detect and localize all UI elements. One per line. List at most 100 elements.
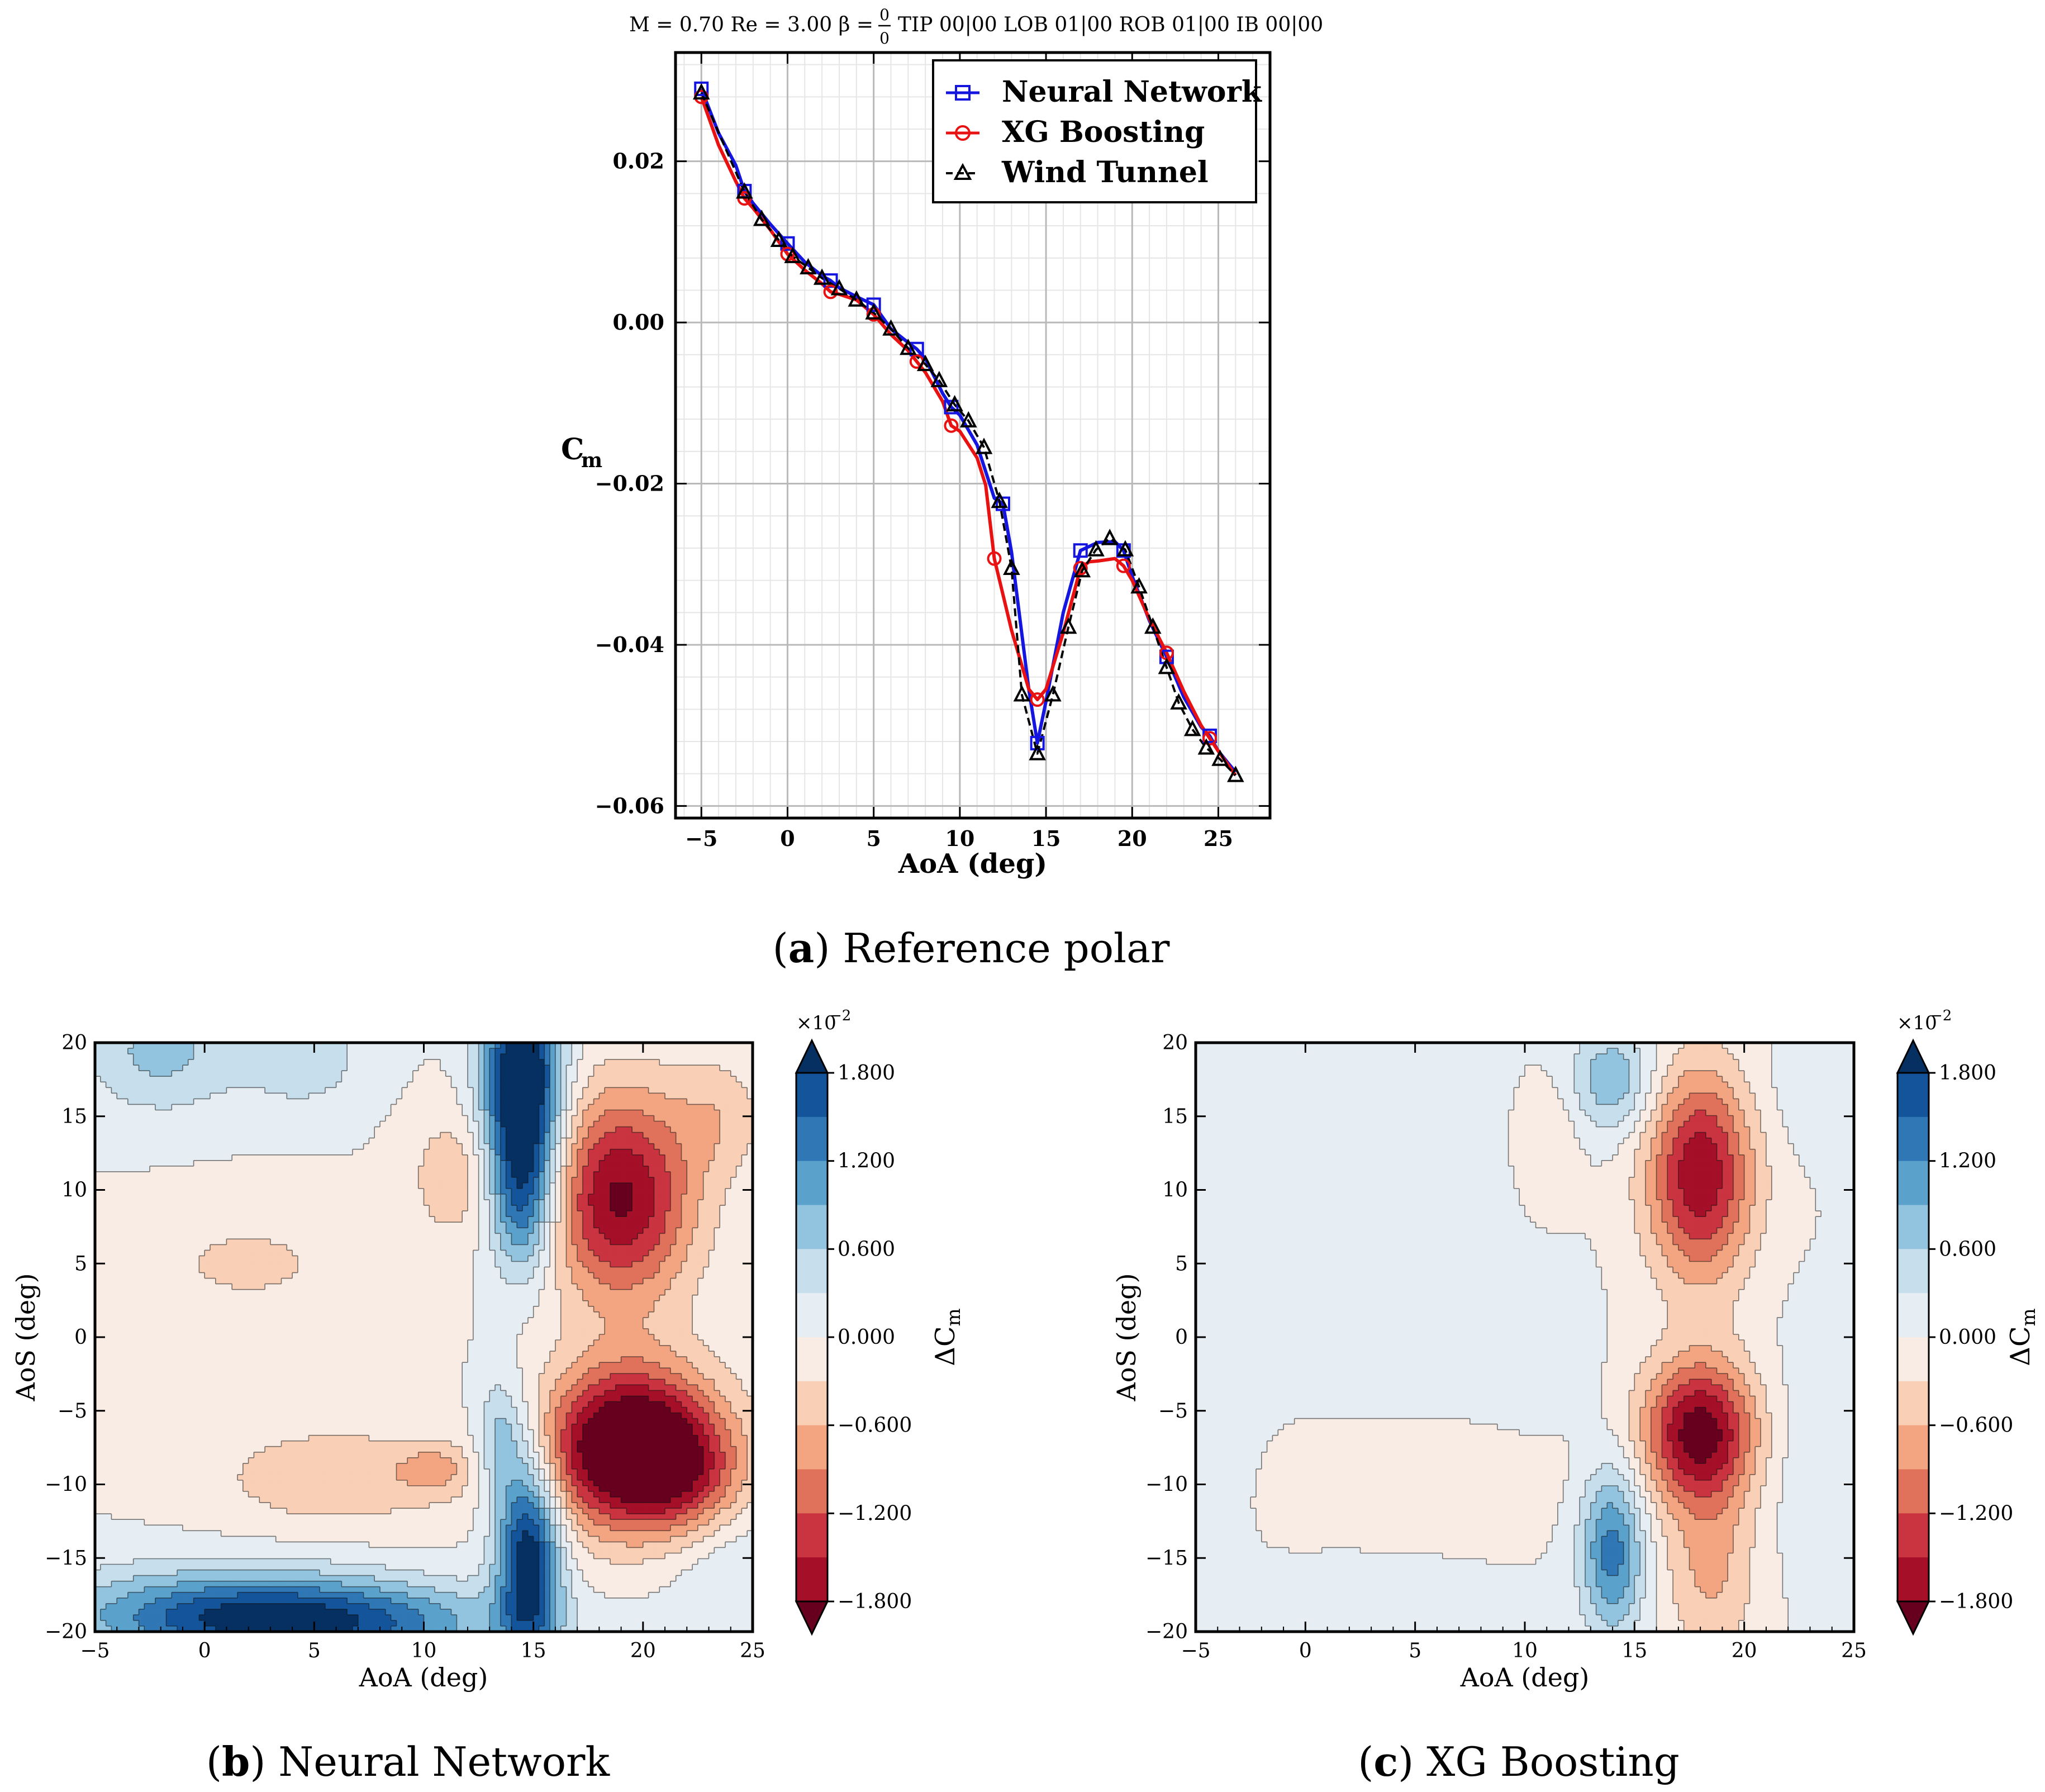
contour-cell <box>210 1121 216 1128</box>
contour-cell <box>654 1093 660 1099</box>
contour-cell <box>270 1093 277 1099</box>
contour-cell <box>199 1216 205 1223</box>
contour-cell <box>374 1138 381 1144</box>
contour-cell <box>615 1211 622 1217</box>
contour-cell <box>527 1071 534 1077</box>
contour-cell <box>221 1250 227 1257</box>
contour-cell <box>435 1132 441 1139</box>
contour-cell <box>347 1171 353 1178</box>
contour-cell <box>610 1166 616 1172</box>
contour-cell <box>270 1154 277 1161</box>
contour-cell <box>500 1154 507 1161</box>
contour-cell <box>703 1059 710 1066</box>
contour-cell <box>199 1261 205 1268</box>
caption-a-text: Reference polar <box>843 925 1170 972</box>
contour-cell <box>336 1065 342 1071</box>
contour-cell <box>242 1211 249 1217</box>
contour-cell <box>281 1177 287 1183</box>
contour-cell <box>467 1177 474 1183</box>
contour-cell <box>429 1110 435 1116</box>
contour-cell <box>292 1110 298 1116</box>
contour-cell <box>462 1171 468 1178</box>
contour-cell <box>144 1138 150 1144</box>
contour-cell <box>204 1244 211 1251</box>
contour-cell <box>456 1143 463 1150</box>
contour-cell <box>172 1194 178 1200</box>
contour-cell <box>527 1200 534 1206</box>
contour-cell <box>697 1115 704 1122</box>
contour-cell <box>429 1211 435 1217</box>
contour-cell <box>478 1194 484 1200</box>
contour-cell <box>703 1239 710 1245</box>
contour-cell <box>95 1138 101 1144</box>
contour-cell <box>177 1194 183 1200</box>
contour-cell <box>242 1065 249 1071</box>
contour-cell <box>599 1211 605 1217</box>
contour-cell <box>248 1115 255 1122</box>
contour-cell <box>127 1076 134 1082</box>
contour-cell <box>292 1154 298 1161</box>
contour-cell <box>544 1222 550 1228</box>
contour-cell <box>544 1154 550 1161</box>
contour-cell <box>456 1177 463 1183</box>
contour-cell <box>484 1239 490 1245</box>
contour-cell <box>385 1200 392 1206</box>
contour-cell <box>451 1188 457 1195</box>
contour-cell <box>445 1099 452 1105</box>
contour-cell <box>626 1216 632 1223</box>
contour-cell <box>544 1171 550 1178</box>
contour-cell <box>199 1233 205 1239</box>
contour-cell <box>429 1104 435 1111</box>
contour-cell <box>111 1076 117 1082</box>
contour-cell <box>445 1126 452 1133</box>
contour-cell <box>484 1104 490 1111</box>
contour-cell <box>588 1171 595 1178</box>
contour-cell <box>555 1093 562 1099</box>
contour-cell <box>232 1211 238 1217</box>
contour-cell <box>336 1082 342 1088</box>
contour-cell <box>352 1233 359 1239</box>
contour-cell <box>232 1228 238 1234</box>
contour-cell <box>139 1188 145 1195</box>
contour-cell <box>144 1216 150 1223</box>
contour-cell <box>489 1093 496 1099</box>
contour-cell <box>369 1216 375 1223</box>
contour-cell <box>144 1110 150 1116</box>
contour-cell <box>232 1048 238 1054</box>
contour-cell <box>659 1071 665 1077</box>
contour-cell <box>610 1149 616 1156</box>
contour-cell <box>714 1233 720 1239</box>
contour-cell <box>248 1126 255 1133</box>
contour-cell <box>308 1054 315 1060</box>
contour-cell <box>577 1043 583 1049</box>
contour-cell <box>473 1222 479 1228</box>
contour-cell <box>429 1054 435 1060</box>
contour-cell <box>402 1093 408 1099</box>
contour-cell <box>308 1126 315 1133</box>
contour-cell <box>160 1087 167 1094</box>
contour-cell <box>391 1200 397 1206</box>
contour-cell <box>418 1054 425 1060</box>
contour-cell <box>314 1126 320 1133</box>
contour-cell <box>369 1093 375 1099</box>
contour-cell <box>100 1104 107 1111</box>
contour-cell <box>160 1160 167 1167</box>
contour-cell <box>654 1244 660 1251</box>
contour-cell <box>451 1076 457 1082</box>
contour-cell <box>352 1076 359 1082</box>
contour-cell <box>248 1211 255 1217</box>
contour-cell <box>511 1239 517 1245</box>
contour-cell <box>626 1048 632 1054</box>
contour-cell <box>172 1082 178 1088</box>
contour-cell <box>473 1059 479 1066</box>
contour-cell <box>193 1182 199 1189</box>
contour-cell <box>182 1160 189 1167</box>
contour-cell <box>259 1194 265 1200</box>
contour-cell <box>577 1244 583 1251</box>
contour-cell <box>638 1059 644 1066</box>
contour-cell <box>199 1239 205 1245</box>
contour-cell <box>566 1087 572 1094</box>
contour-cell <box>687 1166 693 1172</box>
contour-cell <box>210 1093 216 1099</box>
contour-cell <box>226 1071 232 1077</box>
